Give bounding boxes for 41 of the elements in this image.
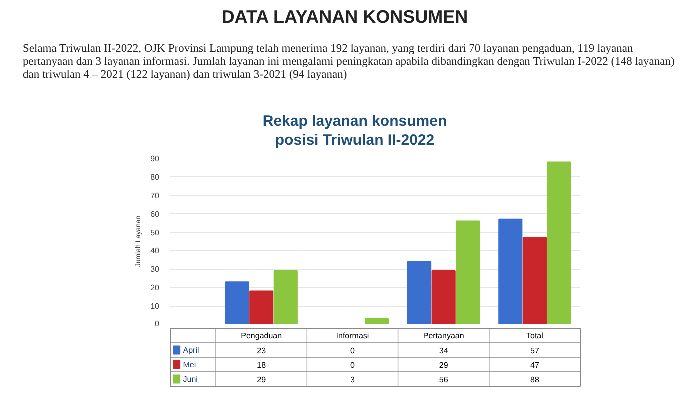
text: Selama Triwulan II-2022, OJK Provinsi Lampung telah menerima 192 layanan, yang terdiri dari 70 layanan pengaduan, 119 layanan pertanyaan dan 3 layanan informasi. Jumlah layanan ini mengalami peningkatan apabila dibandingkan dengan Triwulan I-2022 (148 layanan) dan triwulan 4 – 2021 (122 layanan) dan triwulan 3-2021 (94 layanan) <box>23 43 676 82</box>
x-tick-label: Informasi <box>336 331 370 340</box>
data-label: 57 <box>530 346 540 356</box>
y-tick-label: 30 <box>150 265 160 274</box>
data-label: 34 <box>439 346 449 356</box>
bar <box>225 282 250 324</box>
y-tick-label: 60 <box>150 210 160 219</box>
data-label: 0 <box>350 346 356 356</box>
bar <box>547 162 572 324</box>
y-tick-label: 40 <box>150 246 160 256</box>
x-tick-label: Total <box>526 331 544 340</box>
data-label: 56 <box>439 375 449 384</box>
data-label: 3 <box>350 375 356 384</box>
bar <box>250 290 274 324</box>
bar <box>407 261 432 324</box>
bar <box>498 218 523 324</box>
data-label: 29 <box>257 375 267 384</box>
data-label: 18 <box>257 360 267 370</box>
y-tick-label: 70 <box>150 191 160 200</box>
data-label: 23 <box>257 346 267 356</box>
data-label: 88 <box>530 375 540 384</box>
bar <box>274 270 298 324</box>
data-label: 0 <box>350 360 356 370</box>
y-tick-label: 80 <box>150 172 160 182</box>
x-tick-label: Pengaduan <box>241 331 282 340</box>
data-label: 29 <box>439 360 449 370</box>
chart-title: Rekap layanan konsumen posisi Triwulan II-2022 <box>262 112 448 150</box>
y-tick-label: 20 <box>150 284 160 293</box>
y-tick-label: 50 <box>150 228 160 238</box>
bar <box>364 318 390 324</box>
bar <box>522 237 547 324</box>
bar <box>456 220 480 324</box>
legend-label: Mei <box>183 360 196 370</box>
legend-label: Juni <box>183 374 198 384</box>
y-tick-label: 90 <box>150 154 160 164</box>
bar <box>432 270 456 324</box>
chart-subtitle: DATA LAYANAN KONSUMEN <box>220 6 470 29</box>
legend-label: April <box>183 346 200 355</box>
x-tick-label: Pertanyaan <box>423 331 464 340</box>
data-label: 47 <box>530 360 540 370</box>
y-tick-label: 10 <box>150 302 160 312</box>
